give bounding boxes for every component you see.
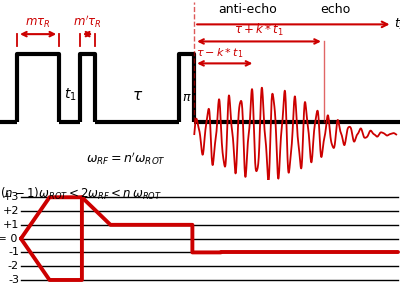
Text: $\tau - k*t_1$: $\tau - k*t_1$ [196,47,244,61]
Text: +2: +2 [2,206,19,216]
Text: +3: +3 [3,192,19,202]
Text: $\tau + k*t_1$: $\tau + k*t_1$ [234,22,284,38]
Text: anti-echo: anti-echo [218,3,277,16]
Text: -1: -1 [8,247,19,258]
Text: $m\tau_R$: $m\tau_R$ [25,17,51,30]
Text: $t_2$: $t_2$ [394,17,400,32]
Text: echo: echo [320,3,350,16]
Text: $\omega_{RF} = n'\omega_{ROT}$: $\omega_{RF} = n'\omega_{ROT}$ [86,150,166,167]
Text: $(n-1)\omega_{ROT} < 2\omega_{RF} < n\,\omega_{ROT}$: $(n-1)\omega_{ROT} < 2\omega_{RF} < n\,\… [0,186,162,202]
Text: $\pi$: $\pi$ [182,91,192,104]
Text: p = 0: p = 0 [0,234,17,244]
Text: +1: +1 [3,220,19,230]
Text: $\tau$: $\tau$ [132,88,143,103]
Text: -2: -2 [8,261,19,271]
Text: $t_1$: $t_1$ [64,87,77,103]
Text: $m'\tau_R$: $m'\tau_R$ [73,14,102,30]
Text: -3: -3 [8,275,19,285]
